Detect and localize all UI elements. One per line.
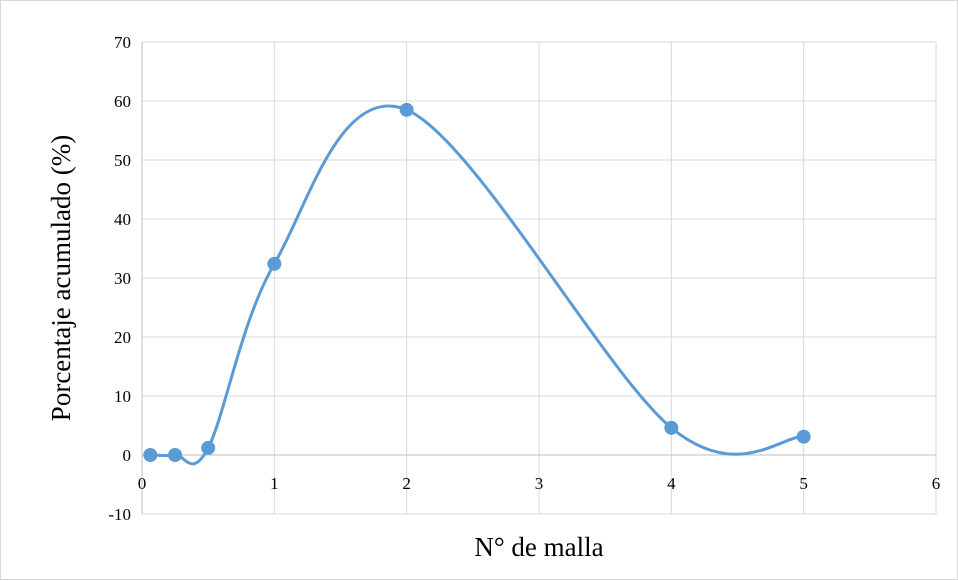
x-tick-label: 4 [667, 474, 676, 493]
series [143, 102, 811, 466]
data-point [267, 256, 282, 271]
y-tick-label: 60 [114, 92, 131, 111]
y-tick-label: 50 [114, 151, 131, 170]
axes [141, 42, 936, 514]
data-point [399, 102, 414, 117]
x-tick-label: 2 [402, 474, 411, 493]
y-axis-title: Porcentaje acumulado (%) [46, 135, 76, 421]
y-tick-label: 0 [123, 446, 132, 465]
y-tick-label: 30 [114, 269, 131, 288]
x-tick-label: 6 [932, 474, 941, 493]
x-tick-label: 1 [270, 474, 279, 493]
data-point [201, 440, 216, 455]
grid [141, 41, 937, 515]
y-tick-label: 70 [114, 33, 131, 52]
data-point [143, 448, 158, 462]
y-tick-label: 40 [114, 210, 131, 229]
y-tick-label: 10 [114, 387, 131, 406]
y-tick-label: -10 [108, 505, 131, 524]
x-tick-label: 0 [138, 474, 147, 493]
data-point [168, 448, 183, 462]
data-point [664, 420, 679, 435]
data-point [796, 429, 811, 444]
x-axis-title: N° de malla [474, 532, 603, 562]
y-tick-label: 20 [114, 328, 131, 347]
y-tick-labels: -10 0 10 20 30 40 50 60 70 [108, 33, 131, 524]
x-tick-label: 5 [799, 474, 808, 493]
x-tick-label: 3 [535, 474, 544, 493]
x-tick-labels: 0 1 2 3 4 5 6 [138, 474, 941, 493]
